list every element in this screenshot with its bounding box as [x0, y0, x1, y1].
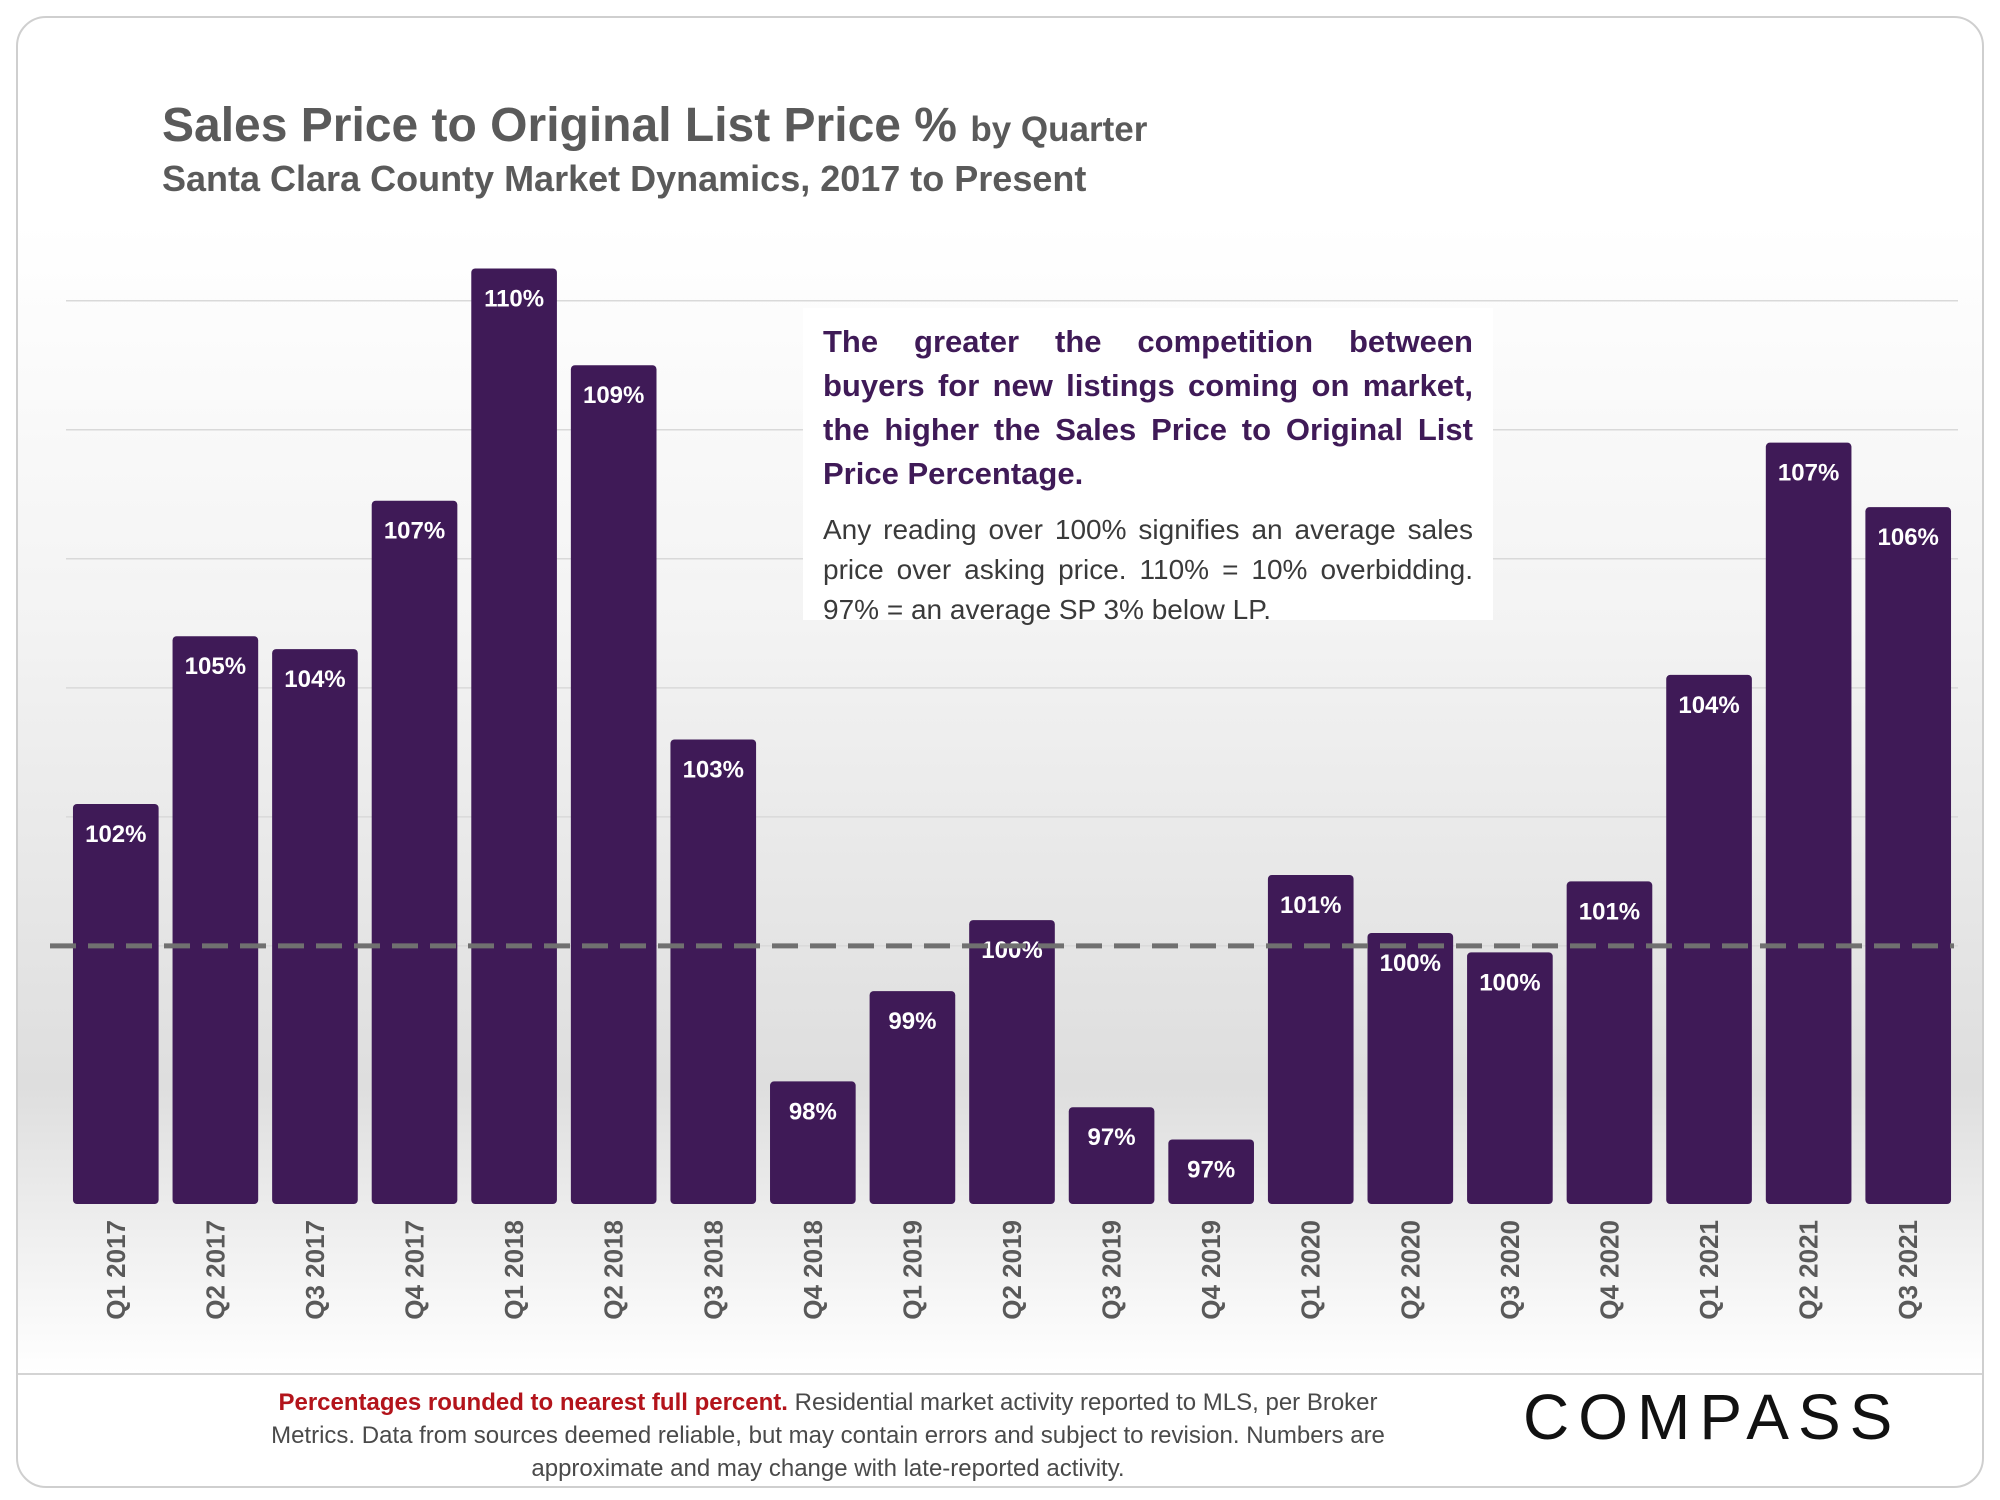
- bar-chart: 102% Q1 2017 105% Q2 2017 104% Q3 2017 107% Q4 …: [50, 268, 1958, 1320]
- annotation-lead: The greater the competition between buye…: [823, 324, 1473, 491]
- x-tick-label: Q2 2018: [599, 1220, 629, 1320]
- bar: [1267, 874, 1354, 1204]
- chart-title-text: Sales Price to Original List Price %: [162, 99, 957, 152]
- bar-value-label: 97%: [1187, 1156, 1235, 1183]
- x-tick-label: Q2 2019: [997, 1220, 1027, 1320]
- x-tick-label: Q2 2017: [200, 1220, 230, 1320]
- x-tick-label: Q1 2017: [101, 1220, 131, 1320]
- footnote: Percentages rounded to nearest full perc…: [258, 1386, 1398, 1485]
- bar: [570, 365, 657, 1204]
- x-tick-label: Q4 2020: [1594, 1220, 1624, 1320]
- bar-value-label: 104%: [284, 666, 345, 693]
- bar-value-label: 99%: [888, 1008, 936, 1035]
- x-tick-label: Q4 2018: [798, 1220, 828, 1320]
- x-tick-label: Q4 2019: [1196, 1220, 1226, 1320]
- bar: [1666, 674, 1752, 1204]
- chart-card: Sales Price to Original List Price % by …: [16, 16, 1984, 1488]
- annotation-body: Any reading over 100% signifies an avera…: [823, 514, 1473, 625]
- bar-value-label: 103%: [683, 756, 744, 783]
- x-tick-label: Q3 2019: [1097, 1220, 1127, 1320]
- bar-value-label: 102%: [85, 821, 146, 848]
- x-tick-label: Q4 2017: [400, 1220, 430, 1320]
- bar: [471, 268, 557, 1205]
- compass-logo: COMPASS: [1523, 1381, 1902, 1453]
- bar-value-label: 100%: [981, 937, 1042, 964]
- x-tick-label: Q3 2018: [698, 1220, 728, 1320]
- x-tick-label: Q2 2021: [1794, 1220, 1824, 1320]
- bar: [272, 649, 358, 1204]
- bar: [869, 991, 956, 1204]
- x-tick-label: Q3 2021: [1893, 1220, 1923, 1320]
- chart-title-suffix: by Quarter: [970, 110, 1148, 149]
- x-tick-label: Q3 2020: [1495, 1220, 1525, 1320]
- bar-value-label: 100%: [1380, 950, 1441, 977]
- x-tick-label: Q1 2021: [1694, 1220, 1724, 1320]
- bar: [670, 739, 757, 1204]
- bar-value-label: 110%: [484, 285, 544, 312]
- x-tick-label: Q1 2020: [1296, 1220, 1326, 1320]
- bar-value-label: 104%: [1678, 692, 1739, 719]
- footnote-text: Residential market activity reported to …: [271, 1389, 1385, 1482]
- bar-value-label: 105%: [185, 653, 246, 680]
- x-tick-label: Q1 2018: [499, 1220, 529, 1320]
- bar-value-label: 109%: [583, 382, 644, 409]
- annotation-box: The greater the competition between buye…: [803, 308, 1493, 625]
- bar: [969, 920, 1055, 1204]
- x-tick-label: Q1 2019: [897, 1220, 927, 1320]
- chart-title: Sales Price to Original List Price % by …: [162, 98, 1147, 153]
- bar-value-label: 101%: [1579, 898, 1640, 925]
- bar-value-label: 97%: [1088, 1124, 1136, 1151]
- bar-value-label: 98%: [789, 1098, 837, 1125]
- bar: [770, 1081, 856, 1204]
- bar: [1068, 1107, 1155, 1204]
- x-tick-label: Q2 2020: [1395, 1220, 1425, 1320]
- bar: [371, 500, 458, 1204]
- bar: [1566, 881, 1653, 1204]
- bar-value-label: 107%: [1778, 460, 1839, 487]
- bar: [1865, 507, 1952, 1204]
- bar: [1765, 442, 1852, 1204]
- bar: [1367, 933, 1454, 1204]
- chart-subtitle: Santa Clara County Market Dynamics, 2017…: [162, 158, 1087, 199]
- footer-divider: [18, 1373, 1982, 1375]
- bar-value-label: 100%: [1479, 969, 1540, 996]
- x-tick-label: Q3 2017: [300, 1220, 330, 1320]
- bar-value-label: 107%: [384, 518, 445, 545]
- bar: [1467, 952, 1553, 1204]
- bar: [1168, 1139, 1254, 1204]
- footnote-highlight: Percentages rounded to nearest full perc…: [278, 1389, 788, 1416]
- bar: [72, 803, 159, 1204]
- bar-value-label: 106%: [1878, 524, 1939, 551]
- bar-value-label: 101%: [1280, 892, 1341, 919]
- bar: [172, 636, 259, 1204]
